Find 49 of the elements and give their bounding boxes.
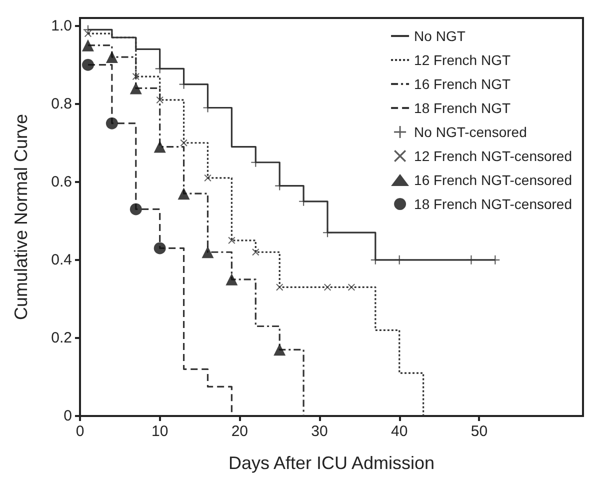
- x-tick-label: 30: [311, 423, 328, 440]
- point: [132, 73, 140, 80]
- x-tick-label: 0: [76, 423, 84, 440]
- point: [370, 255, 380, 264]
- point: [180, 139, 188, 146]
- point: [130, 82, 142, 94]
- legend-label: 12 French NGT-censored: [414, 148, 572, 164]
- point: [82, 39, 94, 52]
- point: [130, 203, 142, 216]
- y-tick-label: 0.8: [51, 95, 72, 112]
- point: [226, 273, 238, 286]
- x-tick-label: 40: [391, 423, 408, 440]
- point: [106, 117, 118, 130]
- point: [274, 344, 286, 356]
- point: [394, 255, 404, 264]
- point: [299, 196, 308, 206]
- point: [82, 58, 94, 71]
- point: [106, 51, 118, 64]
- x-tick-label: 20: [231, 423, 248, 440]
- legend-label: 16 French NGT-censored: [414, 172, 572, 188]
- point: [252, 248, 260, 256]
- y-tick-label: 0.6: [51, 173, 72, 190]
- y-tick-label: 0.2: [51, 329, 72, 346]
- point: [154, 242, 166, 254]
- point: [202, 246, 214, 258]
- point: [466, 255, 476, 264]
- point: [228, 236, 236, 244]
- legend-label: No NGT-censored: [414, 124, 527, 140]
- point: [323, 228, 332, 238]
- legend-label: No NGT: [414, 28, 466, 44]
- y-tick-label: 0.4: [51, 251, 72, 268]
- point: [154, 140, 166, 153]
- point: [156, 96, 164, 104]
- y-tick-label: 0: [64, 408, 72, 424]
- y-axis-title: Cumulative Normal Curve: [11, 114, 31, 320]
- legend-label: 18 French NGT: [414, 100, 511, 116]
- x-axis-title: Days After ICU Admission: [228, 453, 435, 473]
- legend-label: 18 French NGT-censored: [414, 196, 572, 212]
- point: [276, 284, 284, 291]
- point: [178, 188, 190, 200]
- point: [84, 30, 92, 38]
- point: [348, 284, 355, 291]
- legend-label: 16 French NGT: [414, 76, 511, 92]
- point: [490, 255, 500, 264]
- x-tick-label: 50: [470, 423, 488, 440]
- legend-label: 12 French NGT: [414, 52, 511, 68]
- x-tick-label: 10: [152, 423, 168, 440]
- y-tick-label: 1.0: [51, 17, 72, 34]
- point: [251, 158, 260, 167]
